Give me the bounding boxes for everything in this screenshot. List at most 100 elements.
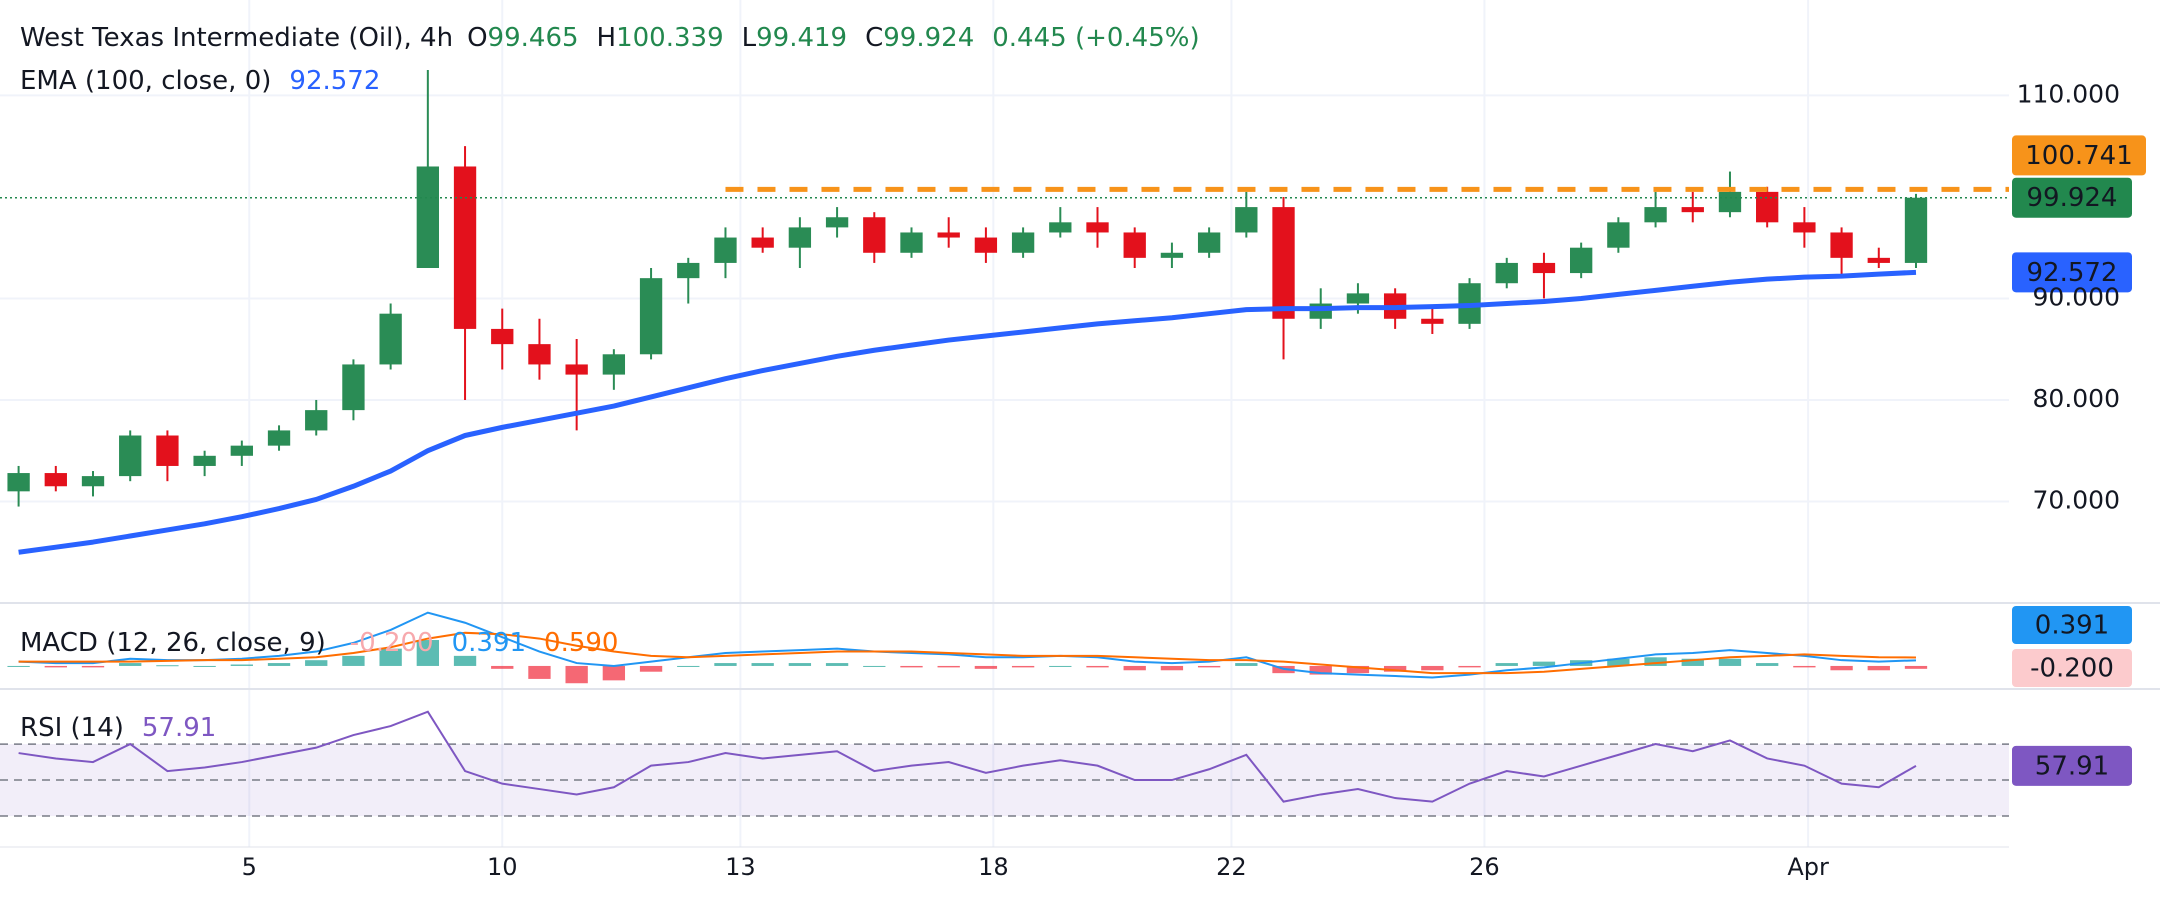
- candle-body: [863, 217, 886, 253]
- rsi-badge-label: 57.91: [2035, 751, 2109, 781]
- x-tick-label: 18: [978, 853, 1009, 881]
- candle-body: [267, 430, 291, 446]
- rsi-label: RSI (14): [20, 713, 124, 743]
- rsi-legend: RSI (14) 57.91: [20, 713, 216, 743]
- x-tick-label: 5: [242, 853, 257, 881]
- signal-value: 0.590: [544, 628, 618, 658]
- rsi-badge: [2012, 745, 2132, 786]
- candle-body: [342, 364, 365, 411]
- macd-histogram-bar: [1756, 663, 1779, 666]
- ema-line: [18, 269, 1917, 555]
- candle-body: [1049, 222, 1072, 233]
- candle-body: [528, 344, 551, 365]
- macd-histogram-bar: [1383, 665, 1407, 672]
- macd-histogram-bar: [453, 655, 477, 666]
- macd-histogram-bar: [1644, 657, 1667, 666]
- macd-histogram-bar: [565, 665, 588, 684]
- macd-histogram-bar: [1495, 663, 1518, 666]
- candle-body: [1421, 318, 1444, 324]
- macd-histogram-bar: [379, 648, 402, 666]
- level-badge: [2012, 135, 2146, 176]
- candle-body: [230, 445, 253, 456]
- x-tick-label: 26: [1469, 853, 1500, 881]
- macd-histogram-bar: [1532, 661, 1556, 666]
- candle-body: [81, 476, 105, 487]
- candle-body: [1644, 207, 1667, 223]
- candle-body: [714, 237, 737, 263]
- candle-body: [193, 455, 216, 466]
- candle-body: [1718, 191, 1742, 213]
- macd-histogram-bar: [81, 665, 105, 668]
- readout-label: H: [597, 23, 617, 53]
- macd-histogram-bar: [714, 663, 737, 666]
- candle-body: [751, 237, 774, 248]
- histogram-badge: [2012, 649, 2132, 687]
- x-tick-label: 10: [487, 853, 518, 881]
- x-tick-label: 22: [1216, 853, 1247, 881]
- y-tick-label: 70.000: [2033, 485, 2120, 514]
- y-tick-label: 90.000: [2033, 282, 2120, 311]
- macd-histogram-bar: [788, 663, 812, 666]
- macd-histogram-bar: [974, 665, 998, 669]
- y-tick-label: 110.000: [2017, 79, 2120, 108]
- change: 0.445 (+0.45%): [992, 23, 1199, 53]
- macd-histogram-bar: [1160, 665, 1184, 671]
- candle-body: [677, 262, 700, 279]
- candle-body: [416, 166, 440, 268]
- candle-body: [1160, 252, 1184, 258]
- candle-body: [1681, 207, 1704, 213]
- candle-body: [900, 232, 923, 253]
- candle-body: [1346, 293, 1370, 304]
- macd-value: 0.391: [452, 628, 526, 658]
- candle-body: [1904, 197, 1928, 263]
- candle-body: [44, 473, 67, 487]
- candle-body: [602, 354, 626, 375]
- macd-histogram-bar: [305, 660, 328, 666]
- candle-body: [1197, 232, 1221, 253]
- macd-histogram-bar: [1346, 665, 1370, 674]
- candle-body: [639, 278, 663, 355]
- candle-body: [1569, 247, 1593, 274]
- readout-value: 99.924: [883, 23, 974, 53]
- macd-histogram-bar: [156, 665, 179, 667]
- candle-body: [1867, 257, 1890, 263]
- histogram-badge-label: -0.200: [2030, 654, 2114, 684]
- rsi-line: [18, 710, 1917, 803]
- readout-value: 99.419: [756, 23, 847, 53]
- candle-body: [1086, 222, 1109, 233]
- grid: [0, 0, 2009, 847]
- ema-value: 92.572: [289, 66, 380, 96]
- macd-histogram-bar: [900, 665, 923, 668]
- rsi-band: [0, 744, 2009, 817]
- macd-histogram-bar: [751, 663, 774, 666]
- macd-histogram-bar: [1793, 665, 1816, 668]
- ema-badge: [2012, 252, 2132, 293]
- macd-histogram-bar: [1830, 665, 1853, 671]
- readout-value: 99.465: [488, 23, 579, 53]
- candle-body: [491, 328, 514, 345]
- macd-badge: [2012, 606, 2132, 644]
- candle-body: [788, 227, 812, 248]
- macd-histogram-bar: [44, 665, 67, 668]
- candle-body: [1607, 222, 1630, 248]
- macd-histogram-bar: [7, 665, 30, 667]
- macd-histogram-bar: [1867, 665, 1890, 671]
- macd-histogram-bar: [1235, 663, 1258, 666]
- candle-body: [825, 217, 849, 228]
- title: West Texas Intermediate (Oil), 4h: [20, 23, 453, 53]
- macd-histogram-bar: [1458, 665, 1481, 668]
- macd-histogram-bar: [825, 663, 849, 666]
- macd-histogram-bar: [230, 664, 253, 666]
- macd-label: MACD (12, 26, close, 9): [20, 628, 326, 658]
- candle-body: [156, 435, 179, 466]
- readout-label: C: [865, 23, 883, 53]
- candle-body: [1793, 222, 1816, 233]
- candle-body: [937, 232, 960, 238]
- readout-label: O: [467, 23, 487, 53]
- macd-histogram-bar: [1681, 658, 1704, 666]
- hist-value: -0.200: [350, 628, 434, 658]
- macd-histogram-bar: [937, 665, 960, 668]
- candle-body: [1272, 207, 1295, 319]
- macd-histogram-bar: [1086, 665, 1109, 668]
